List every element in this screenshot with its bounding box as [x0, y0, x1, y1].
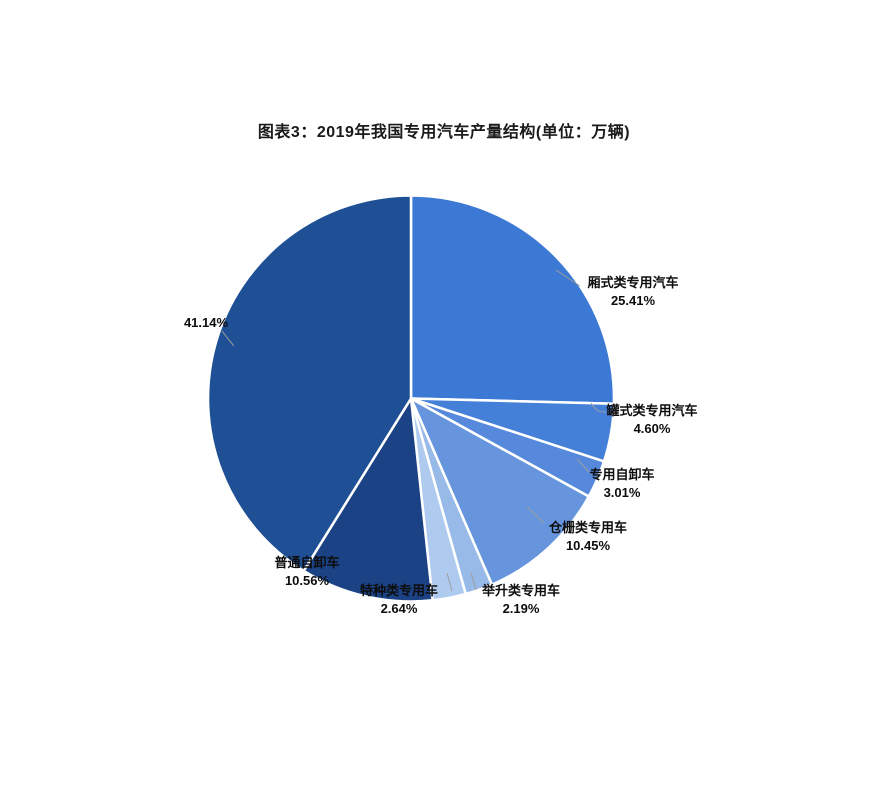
leader-line-3 — [526, 506, 545, 524]
pie-slice-7 — [206, 194, 413, 573]
leader-line-4 — [470, 572, 477, 591]
leader-line-1 — [590, 402, 607, 413]
leader-line-5 — [446, 572, 453, 592]
chart-title: 图表3：2019年我国专用汽车产量结构(单位：万辆) — [257, 124, 631, 141]
pie-slice-6 — [302, 397, 434, 603]
leader-line-7 — [221, 330, 235, 347]
leader-line-0 — [555, 269, 581, 287]
pie-slice-0 — [409, 194, 616, 405]
pie-slice-3 — [409, 397, 591, 586]
leader-line-2 — [576, 458, 590, 473]
